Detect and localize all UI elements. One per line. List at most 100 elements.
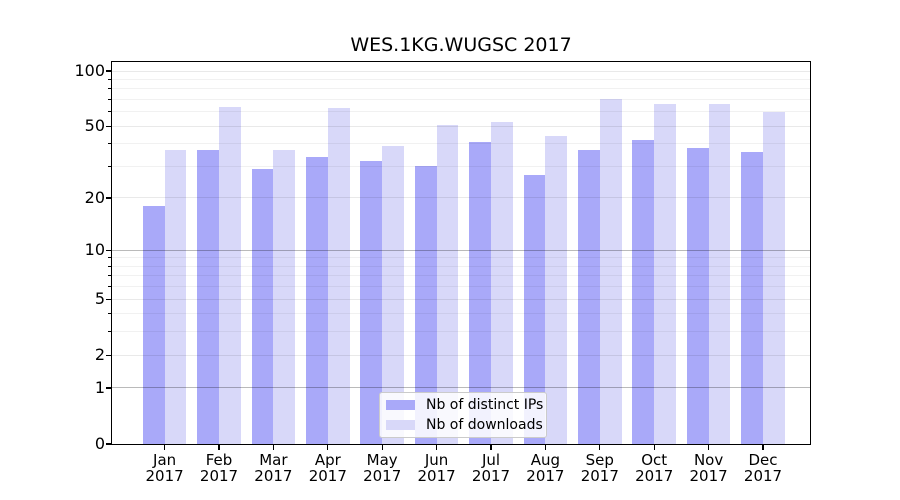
- y-tick-label-1: 1: [94, 377, 105, 397]
- y-minor-tick-4: [108, 313, 111, 315]
- x-tick-label-sep: Sep 2017: [580, 451, 619, 485]
- bar-jan-downloads: [164, 150, 187, 444]
- bar-sep-distinct-ips: [578, 150, 600, 444]
- bar-aug-distinct-ips: [523, 174, 546, 444]
- bar-mar-downloads: [273, 150, 296, 444]
- y-tick-1: [106, 387, 111, 389]
- y-tick-0: [106, 443, 111, 445]
- gridline-90: [112, 78, 810, 80]
- gridline-1: [112, 387, 810, 389]
- gridline-6: [112, 286, 810, 288]
- gridline-100: [112, 70, 810, 72]
- gridline-4: [112, 313, 810, 315]
- x-tick-dec: [762, 445, 764, 450]
- bar-dec-downloads: [763, 111, 785, 444]
- x-tick-jan: [163, 445, 166, 450]
- gridline-70: [112, 98, 810, 100]
- bar-dec-distinct-ips: [741, 152, 763, 444]
- x-tick-label-jan: Jan 2017: [145, 451, 184, 485]
- y-tick-label-50: 50: [84, 116, 105, 136]
- bar-apr-downloads: [327, 107, 350, 444]
- bar-feb-downloads: [219, 106, 241, 444]
- gridline-80: [112, 88, 810, 90]
- y-minor-tick-8: [108, 265, 111, 267]
- x-tick-sep: [599, 445, 601, 450]
- gridline-7: [112, 275, 810, 277]
- y-tick-10: [106, 249, 111, 251]
- x-tick-may: [381, 445, 383, 450]
- legend-label-distinct-ips: Nb of distinct IPs: [426, 397, 544, 414]
- y-minor-tick-30: [108, 165, 111, 167]
- legend-item-downloads: Nb of downloads: [386, 415, 543, 434]
- gridline-20: [112, 197, 810, 199]
- bar-feb-distinct-ips: [197, 150, 219, 444]
- legend: Nb of distinct IPs Nb of downloads: [379, 392, 547, 438]
- gridline-9: [112, 257, 810, 259]
- y-minor-tick-90: [108, 78, 111, 80]
- bar-jun-distinct-ips: [414, 166, 437, 444]
- x-tick-label-mar: Mar 2017: [254, 451, 293, 485]
- gridline-8: [112, 265, 810, 267]
- bars-layer: [112, 62, 810, 444]
- bar-mar-distinct-ips: [251, 169, 274, 444]
- gridline-50: [112, 125, 810, 127]
- gridline-30: [112, 165, 810, 167]
- y-minor-tick-7: [108, 275, 111, 277]
- x-tick-label-nov: Nov 2017: [689, 451, 728, 485]
- grid-layer: [112, 62, 810, 444]
- y-tick-5: [106, 298, 111, 300]
- gridline-3: [112, 331, 810, 333]
- x-tick-label-jul: Jul 2017: [471, 451, 511, 485]
- x-tick-jul: [490, 445, 492, 450]
- gridline-40: [112, 143, 810, 145]
- y-tick-label-20: 20: [84, 187, 105, 207]
- bar-sep-downloads: [599, 99, 622, 444]
- gridline-5: [112, 298, 810, 300]
- x-tick-label-jun: Jun 2017: [417, 451, 456, 485]
- x-tick-apr: [327, 445, 329, 450]
- y-minor-tick-70: [108, 98, 111, 100]
- bar-jun-downloads: [436, 124, 459, 444]
- y-tick-100: [106, 70, 111, 72]
- y-tick-2: [106, 354, 111, 356]
- x-tick-label-aug: Aug 2017: [526, 451, 565, 485]
- y-minor-tick-9: [108, 257, 111, 259]
- gridline-2: [112, 354, 810, 356]
- x-tick-label-feb: Feb 2017: [199, 451, 239, 485]
- chart-title: WES.1KG.WUGSC 2017: [350, 34, 572, 56]
- x-tick-oct: [653, 445, 655, 450]
- x-tick-label-apr: Apr 2017: [308, 451, 347, 485]
- y-tick-50: [106, 125, 111, 127]
- y-tick-20: [106, 197, 111, 199]
- x-tick-label-oct: Oct 2017: [635, 451, 674, 485]
- y-tick-label-0: 0: [94, 434, 105, 453]
- x-tick-jun: [435, 445, 438, 450]
- bar-oct-distinct-ips: [632, 140, 655, 444]
- legend-item-distinct-ips: Nb of distinct IPs: [386, 396, 544, 415]
- y-minor-tick-40: [108, 143, 111, 145]
- bar-may-downloads: [382, 145, 404, 444]
- x-tick-label-may: May 2017: [363, 451, 402, 485]
- y-tick-label-5: 5: [94, 289, 105, 309]
- x-tick-label-dec: Dec 2017: [743, 451, 783, 485]
- legend-label-downloads: Nb of downloads: [426, 416, 543, 433]
- y-minor-tick-6: [108, 286, 111, 288]
- bar-may-distinct-ips: [360, 161, 383, 444]
- bar-nov-distinct-ips: [686, 147, 709, 444]
- bar-nov-downloads: [708, 104, 731, 444]
- x-tick-mar: [272, 445, 275, 450]
- bar-jul-downloads: [491, 121, 513, 444]
- bar-jul-distinct-ips: [469, 141, 491, 444]
- x-tick-aug: [544, 445, 547, 450]
- y-minor-tick-80: [108, 88, 111, 90]
- bar-apr-distinct-ips: [306, 156, 328, 444]
- plot-area: Nb of distinct IPs Nb of downloads: [112, 62, 810, 444]
- x-tick-feb: [218, 445, 220, 450]
- y-minor-tick-3: [108, 331, 111, 333]
- legend-swatch-distinct-ips: [386, 400, 415, 411]
- y-tick-label-100: 100: [74, 61, 105, 80]
- x-tick-nov: [707, 445, 710, 450]
- legend-swatch-downloads: [386, 419, 415, 430]
- gridline-60: [112, 111, 810, 113]
